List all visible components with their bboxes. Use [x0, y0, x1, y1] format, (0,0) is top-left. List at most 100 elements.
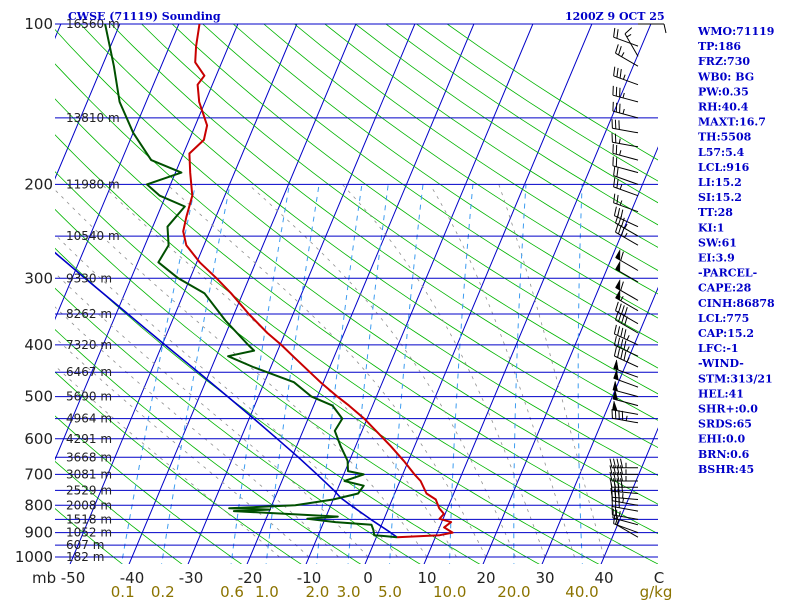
mixing-ratio-line — [513, 184, 527, 564]
wind-barb — [615, 515, 639, 538]
isotherm-line — [600, 427, 658, 564]
temperature-tick-label: 20 — [476, 569, 495, 587]
mixing-ratio-line — [449, 184, 474, 564]
wind-barb — [611, 505, 639, 520]
wind-barb — [611, 409, 639, 424]
mixing-ratio-line — [265, 184, 320, 564]
mixing-ratio-tick-label: 0.6 — [220, 583, 244, 600]
wind-barb — [609, 478, 638, 488]
index-item: LCL:775 — [698, 312, 749, 325]
temperature-tick-label: -10 — [297, 569, 322, 587]
index-item: TP:186 — [698, 40, 741, 53]
index-item: WB0: BG — [697, 70, 754, 83]
dry-adiabat-line — [55, 508, 123, 564]
isotherm-line — [482, 146, 658, 564]
parcel-line — [55, 251, 398, 538]
mixing-ratio-line — [120, 184, 196, 564]
temperature-tick-label: 30 — [535, 569, 554, 587]
wind-barb — [613, 359, 639, 378]
isotherm-line — [55, 24, 239, 461]
index-item: L57:5.4 — [698, 146, 745, 159]
index-item: FRZ:730 — [698, 55, 750, 68]
sounding-time: 1200Z 9 OCT 25 — [565, 10, 665, 23]
height-level-label: 10540 m — [66, 229, 120, 243]
index-item: TT:28 — [698, 206, 733, 219]
mixing-ratio-line — [161, 184, 231, 564]
height-level-label: 1518 m — [66, 512, 112, 526]
wind-barb — [613, 336, 639, 357]
index-item: MAXT:16.7 — [698, 116, 766, 129]
mixing-ratio-tick-label: 10.0 — [433, 583, 466, 600]
wind-barb — [612, 156, 639, 174]
height-level-label: 2008 m — [66, 498, 112, 512]
height-level-label: 4964 m — [66, 412, 112, 426]
wind-barb — [609, 471, 638, 482]
indices-panel: WMO:71119 TP:186 FRZ:730 WB0: BG PW:0.35 RH:4… — [697, 25, 775, 476]
index-item: LI:15.2 — [698, 176, 742, 189]
height-level-label: 3081 m — [66, 467, 112, 481]
index-item: TH:5508 — [698, 131, 752, 144]
dry-adiabat-line — [55, 328, 362, 564]
isotherm-line — [128, 24, 357, 564]
pressure-tick-label: 600 — [24, 430, 53, 448]
height-level-label: 5690 m — [66, 390, 112, 404]
temperature-line — [182, 24, 454, 539]
temperature-tick-label: 40 — [594, 569, 613, 587]
wind-barb — [615, 44, 639, 67]
index-item: CAPE:28 — [698, 282, 752, 295]
height-level-label: 4291 m — [66, 432, 112, 446]
index-item: SW:61 — [698, 236, 737, 249]
isotherm-line — [55, 24, 180, 321]
mixing-ratio-tick-label: 2.0 — [305, 583, 329, 600]
wind-barb — [615, 279, 639, 301]
index-item: EI:3.9 — [698, 252, 735, 265]
wind-barb — [624, 27, 639, 57]
wind-barb — [638, 23, 667, 34]
temperature-tick-label: 10 — [417, 569, 436, 587]
pressure-tick-label: 100 — [24, 15, 53, 33]
height-level-label: 607 m — [66, 538, 104, 552]
mixing-ratio-line — [389, 184, 424, 564]
height-level-label: 182 m — [66, 550, 104, 564]
mixing-ratio-line — [230, 184, 290, 564]
isotherm-line — [305, 24, 534, 564]
mixing-ratio-line — [347, 184, 389, 564]
index-item: CAP:15.2 — [698, 327, 754, 340]
index-item: -WIND- — [698, 357, 744, 370]
index-item: SRDS:65 — [698, 418, 752, 431]
wind-barb — [613, 166, 639, 185]
pressure-tick-label: 1000 — [15, 548, 53, 566]
wind-barb — [615, 301, 639, 325]
dry-adiabat-line — [55, 247, 481, 564]
index-item: SHR+:0.0 — [698, 403, 758, 416]
isotherm-line — [246, 24, 475, 564]
height-level-label: 9330 m — [66, 271, 112, 285]
mixing-ratio-line — [577, 184, 583, 564]
dry-adiabat-line — [55, 460, 183, 564]
height-level-label: 13810 m — [66, 111, 120, 125]
wind-barb — [615, 261, 639, 283]
wind-barb — [609, 465, 638, 475]
moist-adiabat-line — [429, 184, 575, 558]
mixing-ratio-tick-label: 40.0 — [565, 583, 598, 600]
mixing-ratio-tick-label: 20.0 — [497, 583, 530, 600]
index-item: HEL:41 — [698, 387, 744, 400]
dry-adiabat-line — [55, 287, 421, 564]
index-item: SI:15.2 — [698, 191, 742, 204]
wind-barb — [612, 144, 639, 161]
wind-barb — [611, 119, 639, 134]
temperature-tick-label: -40 — [120, 569, 145, 587]
height-level-label: 2529 m — [66, 483, 112, 497]
mixing-ratio-tick-label: 5.0 — [378, 583, 402, 600]
isotherm-line — [364, 24, 593, 564]
wind-barb — [613, 514, 639, 534]
pressure-tick-label: 200 — [24, 175, 53, 193]
mixing-ratio-line — [316, 184, 363, 564]
height-level-label: 6467 m — [66, 365, 112, 379]
index-item: KI:1 — [698, 221, 724, 234]
temperature-tick-label: -50 — [61, 569, 86, 587]
wind-barb — [612, 381, 639, 398]
wind-barb — [613, 368, 639, 388]
wind-barb — [613, 177, 639, 197]
